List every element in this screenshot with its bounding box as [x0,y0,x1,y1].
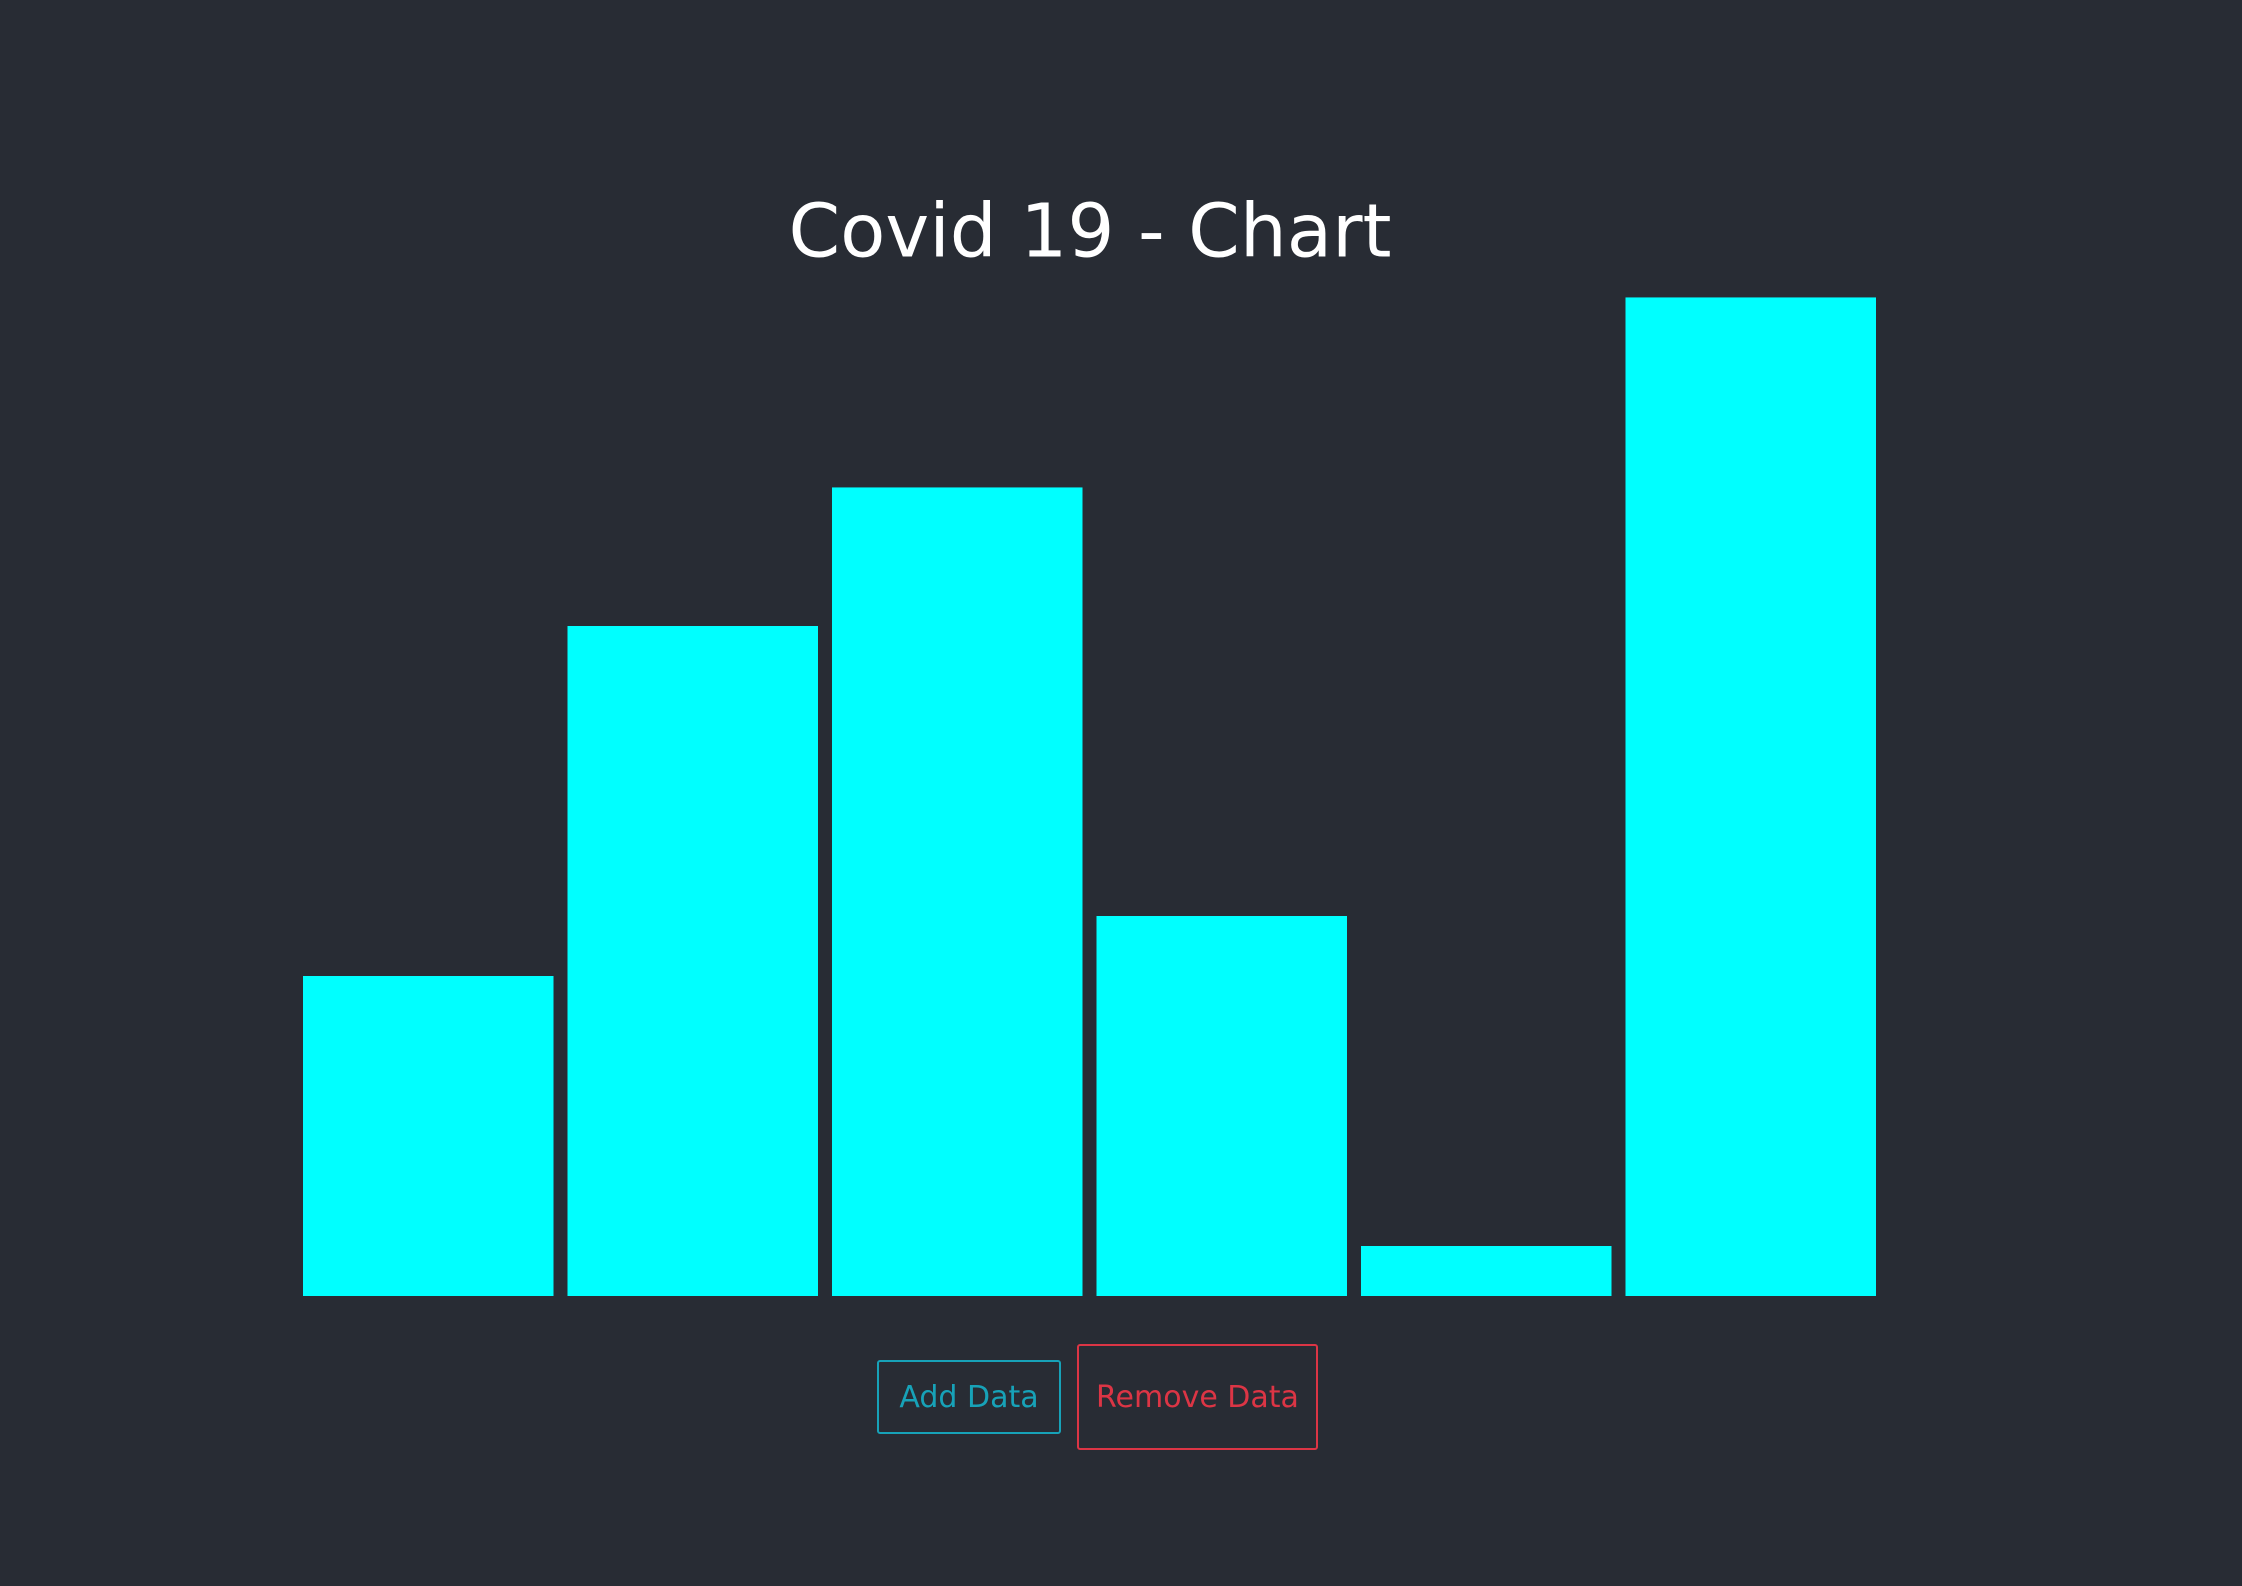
bar [567,626,818,1296]
bar [1625,297,1876,1296]
remove-data-button[interactable]: Remove Data [1077,1344,1318,1450]
chart: Covid 19 - Chart [303,189,1876,1296]
bar [303,976,554,1296]
add-data-button[interactable]: Add Data [877,1360,1061,1434]
bar [832,487,1083,1296]
bar [1361,1246,1612,1296]
chart-title: Covid 19 - Chart [788,189,1391,275]
bar [1096,916,1347,1296]
